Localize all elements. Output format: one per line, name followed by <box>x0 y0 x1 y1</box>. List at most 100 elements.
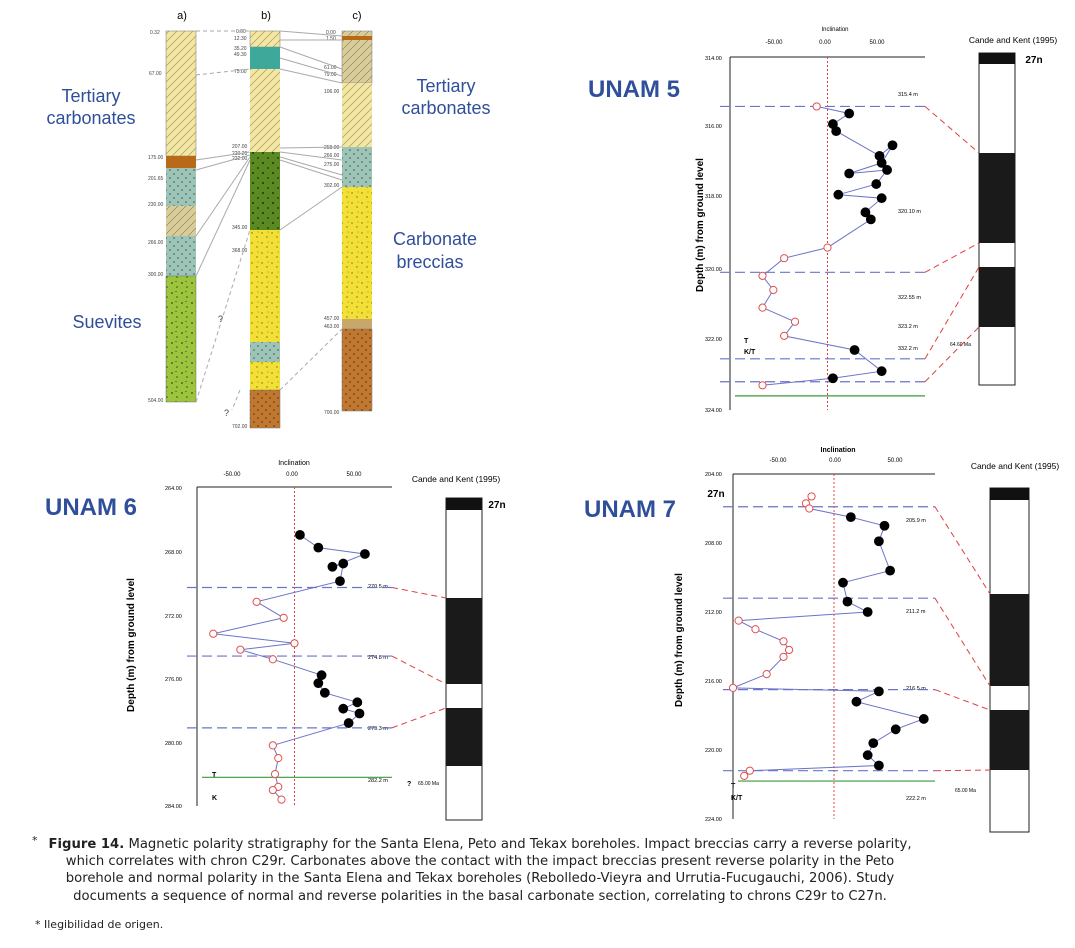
unam7-depth-annotation: 205.9 m <box>906 518 926 524</box>
unam7-ylabel: Depth (m) from ground level <box>674 573 685 707</box>
unam5-age: 64.60 Ma <box>950 342 971 348</box>
unam5-ylabel: Depth (m) from ground level <box>695 158 706 292</box>
svg-text:175.00: 175.00 <box>148 155 164 161</box>
unam5-depth-annotation: 315.4 m <box>898 92 918 98</box>
unam6-reverse-point <box>290 639 299 648</box>
svg-text:457.00: 457.00 <box>324 316 340 322</box>
unam7-normal-point <box>845 512 856 523</box>
unam5-age: 63.976 Ma <box>1016 265 1040 271</box>
unam6-normal-point <box>319 687 330 698</box>
unam7-normal-point <box>838 577 848 588</box>
unam6-y-tick: 284.00 <box>165 804 182 810</box>
unam6-normal-point <box>295 529 305 540</box>
unam5-chron: 29n <box>1020 295 1037 306</box>
column-label-b: b) <box>261 10 271 22</box>
unam6-chron-29n-band <box>446 708 482 766</box>
unam5-chron-correlation <box>924 242 980 273</box>
unam6-y-tick: 280.00 <box>165 741 182 747</box>
unam6-reverse-point <box>274 754 283 763</box>
unam5-chron: 27n <box>1025 55 1042 66</box>
tertiary-label-left-1: Tertiary <box>61 86 120 106</box>
unam6-y-tick: 276.00 <box>165 677 182 683</box>
caption-text: Magnetic polarity stratigraphy for the S… <box>65 837 912 904</box>
svg-text:266.00: 266.00 <box>324 153 340 159</box>
unam7-normal-point <box>873 536 884 547</box>
unam7-chron-29n-band <box>990 710 1029 770</box>
unam6-normal-point <box>338 703 349 714</box>
unam7-reverse-point <box>728 683 738 693</box>
unam6-chron-correlation <box>391 655 447 685</box>
unam7-boundary-kt: K/T <box>731 795 743 802</box>
unam5-chron-correlation <box>924 266 980 360</box>
unam5-reverse-point <box>758 303 767 312</box>
unam7-depth-annotation: 211.2 m <box>906 609 926 615</box>
unam7-age: 62.499 Ma <box>1031 594 1055 600</box>
unam6-depth-annotation: 274.8 m <box>368 655 388 661</box>
svg-text:67.00: 67.00 <box>149 71 162 77</box>
unam5-chron-correlation <box>924 106 980 154</box>
unam7-normal-point <box>873 760 884 771</box>
unam6-age: 64.745 Ma <box>483 762 507 768</box>
column-a-depths: 0.32 67.00 175.00 201.65 230.00 266.00 300.0… <box>148 30 164 404</box>
svg-text:0.00: 0.00 <box>236 29 246 35</box>
tertiary-label-right-1: Tertiary <box>416 76 475 96</box>
unam6-question-mark: ? <box>407 781 411 788</box>
unam6-axis-title: Inclination <box>278 460 310 467</box>
unam7-chron-correlation <box>934 689 991 711</box>
unam5-y-tick: 320.00 <box>705 267 722 273</box>
unam6-y-tick: 264.00 <box>165 486 182 492</box>
svg-text:0.00: 0.00 <box>326 30 336 36</box>
svg-text:368.00: 368.00 <box>232 248 248 254</box>
column-label-c: c) <box>352 10 361 22</box>
unam7-y-tick: 224.00 <box>705 817 722 823</box>
unam6-reverse-point <box>209 629 218 638</box>
unam5-polarity-ref: Cande and Kent (1995) <box>969 35 1058 45</box>
footnote: * Ilegibilidad de origen. <box>35 918 164 931</box>
unam6-reverse-point <box>268 741 277 750</box>
unam6-normal-point <box>352 697 363 708</box>
unam7-x-tick: 0.00 <box>829 458 841 464</box>
unam6-age: 65.00 Ma <box>418 781 439 787</box>
unam5-chron-28n-band <box>979 153 1015 243</box>
unam6-chron-correlation <box>391 707 447 729</box>
unam6-y-tick: 272.00 <box>165 614 182 620</box>
unam7-depth-annotation: 222.2 m <box>906 796 926 802</box>
unam6-inclination-line <box>213 534 367 800</box>
svg-text:302.00: 302.00 <box>324 183 340 189</box>
carbonate-breccias-label-2: breccias <box>396 252 463 272</box>
figure-label: Figure 14. <box>48 837 125 852</box>
unam6-polarity-ref: Cande and Kent (1995) <box>412 474 501 484</box>
unam5-y-ticks: 314.00 316.00 318.00 320.00 322.00 324.0… <box>705 56 722 414</box>
unam5-normal-point <box>860 207 871 218</box>
unam6-ages: 62.499 Ma 63.634 Ma 63.976 Ma 64.745 Ma … <box>418 599 507 787</box>
svg-text:222.00: 222.00 <box>232 156 248 162</box>
unam7-normal-point <box>918 714 929 724</box>
unam6-chron: 27n <box>488 500 505 511</box>
unam7-chron-28n-band <box>990 594 1029 686</box>
unam7-normal-point <box>842 596 853 607</box>
unam7-reverse-point <box>745 766 754 775</box>
unam6-x-tick: -50.00 <box>223 472 241 478</box>
svg-text:201.65: 201.65 <box>148 176 164 182</box>
column-c: 0.001.50 61.00 79.00 106.00 258.00 266.00 27… <box>324 30 373 416</box>
unam5-depth-annotation: 323.2 m <box>898 324 918 330</box>
unam5-x-tick: 50.00 <box>869 40 885 46</box>
unam7-depth-annotations: 205.9 m 211.2 m 216.5 m 222.2 m <box>906 518 926 802</box>
unam7-normal-point <box>890 724 901 735</box>
unam7-reverse-point <box>805 504 814 513</box>
correlation-lines <box>195 30 343 411</box>
tertiary-label-right-2: carbonates <box>401 98 490 118</box>
unam7-normal-point <box>862 750 873 761</box>
unam5-depth-annotation: 320.10 m <box>898 209 921 215</box>
unam5-normal-point <box>876 193 887 204</box>
unam7-chron: 28n <box>1039 637 1056 648</box>
unam5-normal-point <box>876 366 887 377</box>
caption-marker: * <box>32 834 38 847</box>
svg-text:702.00: 702.00 <box>232 424 248 430</box>
unam5-normal-point <box>831 126 842 137</box>
svg-text:258.00: 258.00 <box>324 145 340 151</box>
unam6-depth-annotation: 279.3 m <box>368 726 388 732</box>
unam5-normal-point <box>871 179 882 189</box>
unam7-chron: 29n <box>1039 740 1056 751</box>
